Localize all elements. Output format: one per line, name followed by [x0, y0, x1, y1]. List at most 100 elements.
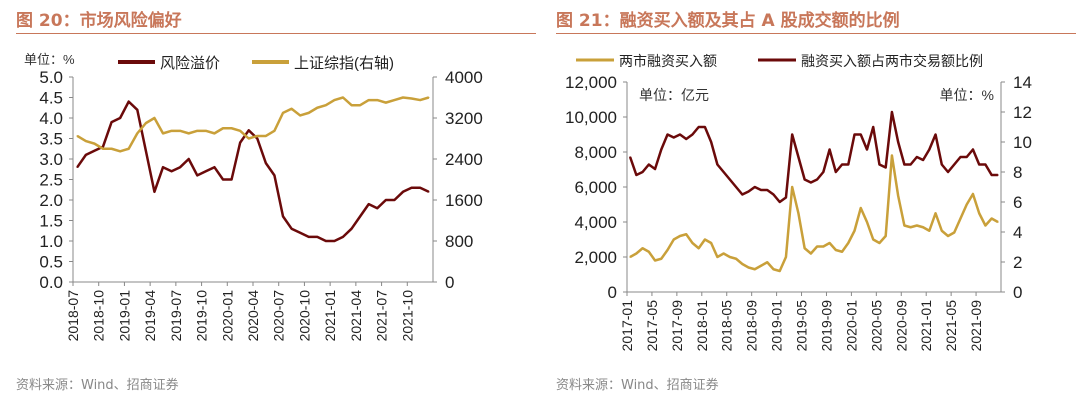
data-point — [256, 137, 259, 140]
legend-label: 融资买入额占两市交易额比例 — [801, 53, 983, 69]
data-point — [119, 150, 121, 153]
data-point — [213, 166, 216, 168]
data-point — [884, 235, 887, 237]
data-point — [735, 257, 737, 260]
data-point — [76, 135, 79, 137]
data-point — [342, 96, 344, 99]
source-note: 资料来源：Wind、招商证券 — [16, 378, 179, 393]
data-point — [934, 212, 937, 215]
data-point — [153, 191, 156, 193]
data-point — [170, 130, 173, 132]
data-point — [990, 217, 993, 220]
data-point — [654, 259, 656, 262]
unit-label: 单位：亿元 — [639, 87, 709, 103]
x-tick-label: 2021-01 — [322, 290, 338, 342]
unit-label: 单位：% — [24, 52, 75, 67]
data-point — [729, 256, 731, 258]
data-point — [766, 261, 769, 264]
data-point — [427, 191, 430, 193]
y-tick-label: 0 — [608, 283, 617, 302]
y-tick-label: 10,000 — [565, 108, 617, 127]
data-point — [290, 227, 293, 230]
data-point — [230, 127, 233, 130]
data-point — [333, 240, 336, 242]
data-point — [672, 238, 675, 241]
data-point — [903, 163, 906, 166]
data-point — [239, 141, 241, 144]
data-point — [93, 150, 96, 152]
data-point — [928, 148, 931, 151]
y-right-tick-label: 0 — [445, 273, 454, 292]
data-point — [247, 129, 250, 132]
legend-label: 风险溢价 — [160, 55, 220, 72]
data-point — [307, 112, 310, 114]
data-point — [710, 242, 712, 244]
data-point — [835, 249, 837, 251]
data-point — [393, 199, 396, 201]
data-point — [145, 122, 147, 124]
data-point — [766, 189, 769, 191]
data-point — [797, 212, 800, 215]
x-tick-label: 2021-10 — [399, 290, 415, 342]
data-point — [402, 96, 404, 99]
data-point — [922, 226, 924, 229]
x-tick-label: 2019-01 — [116, 290, 132, 342]
data-point — [273, 174, 276, 177]
data-point — [648, 163, 650, 166]
y-tick-label: 2.0 — [39, 191, 63, 210]
y-right-tick-label: 3200 — [445, 109, 483, 128]
data-point — [333, 99, 336, 101]
data-point — [691, 242, 694, 244]
data-point — [803, 247, 806, 250]
data-point — [359, 215, 361, 218]
data-point — [359, 104, 361, 106]
data-point — [741, 263, 744, 265]
data-point — [179, 166, 181, 168]
y-tick-label: 1.0 — [39, 232, 63, 251]
y-right-tick-label: 1600 — [445, 191, 483, 210]
y-right-tick-label: 14 — [1013, 73, 1032, 92]
x-tick-label: 2018-01 — [694, 300, 710, 352]
y-tick-label: 12,000 — [565, 73, 617, 92]
data-point — [393, 99, 396, 101]
data-point — [367, 99, 370, 101]
data-point — [629, 256, 631, 258]
data-point — [230, 178, 233, 181]
series-line-1 — [628, 110, 998, 204]
x-tick-label: 2019-04 — [142, 290, 158, 342]
data-point — [641, 171, 644, 173]
data-point — [325, 240, 327, 242]
data-point — [170, 170, 173, 173]
data-point — [916, 224, 918, 227]
data-point — [367, 203, 370, 205]
y-right-tick-label: 12 — [1013, 103, 1032, 122]
x-tick-label: 2020-07 — [271, 290, 287, 342]
y-tick-label: 4.5 — [39, 89, 63, 108]
data-point — [660, 148, 663, 151]
data-point — [376, 99, 379, 101]
data-point — [282, 112, 284, 114]
x-tick-label: 2019-09 — [818, 300, 834, 352]
data-point — [916, 156, 918, 158]
data-point — [672, 136, 675, 139]
x-tick-label: 2020-10 — [296, 290, 312, 342]
data-point — [803, 178, 806, 181]
data-point — [119, 117, 121, 119]
data-point — [350, 104, 353, 106]
x-tick-label: 2018-10 — [91, 290, 107, 342]
data-point — [947, 171, 949, 173]
data-point — [629, 156, 631, 158]
data-point — [307, 236, 310, 238]
data-point — [290, 107, 293, 110]
x-tick-label: 2018-05 — [719, 300, 735, 352]
data-point — [997, 221, 999, 223]
x-tick-label: 2020-04 — [245, 290, 261, 342]
data-point — [853, 133, 856, 136]
data-point — [853, 229, 856, 232]
data-point — [704, 126, 706, 128]
y-tick-label: 3.0 — [39, 150, 63, 169]
data-point — [419, 99, 421, 101]
data-point — [187, 158, 190, 160]
x-tick-label: 2021-05 — [943, 300, 959, 352]
